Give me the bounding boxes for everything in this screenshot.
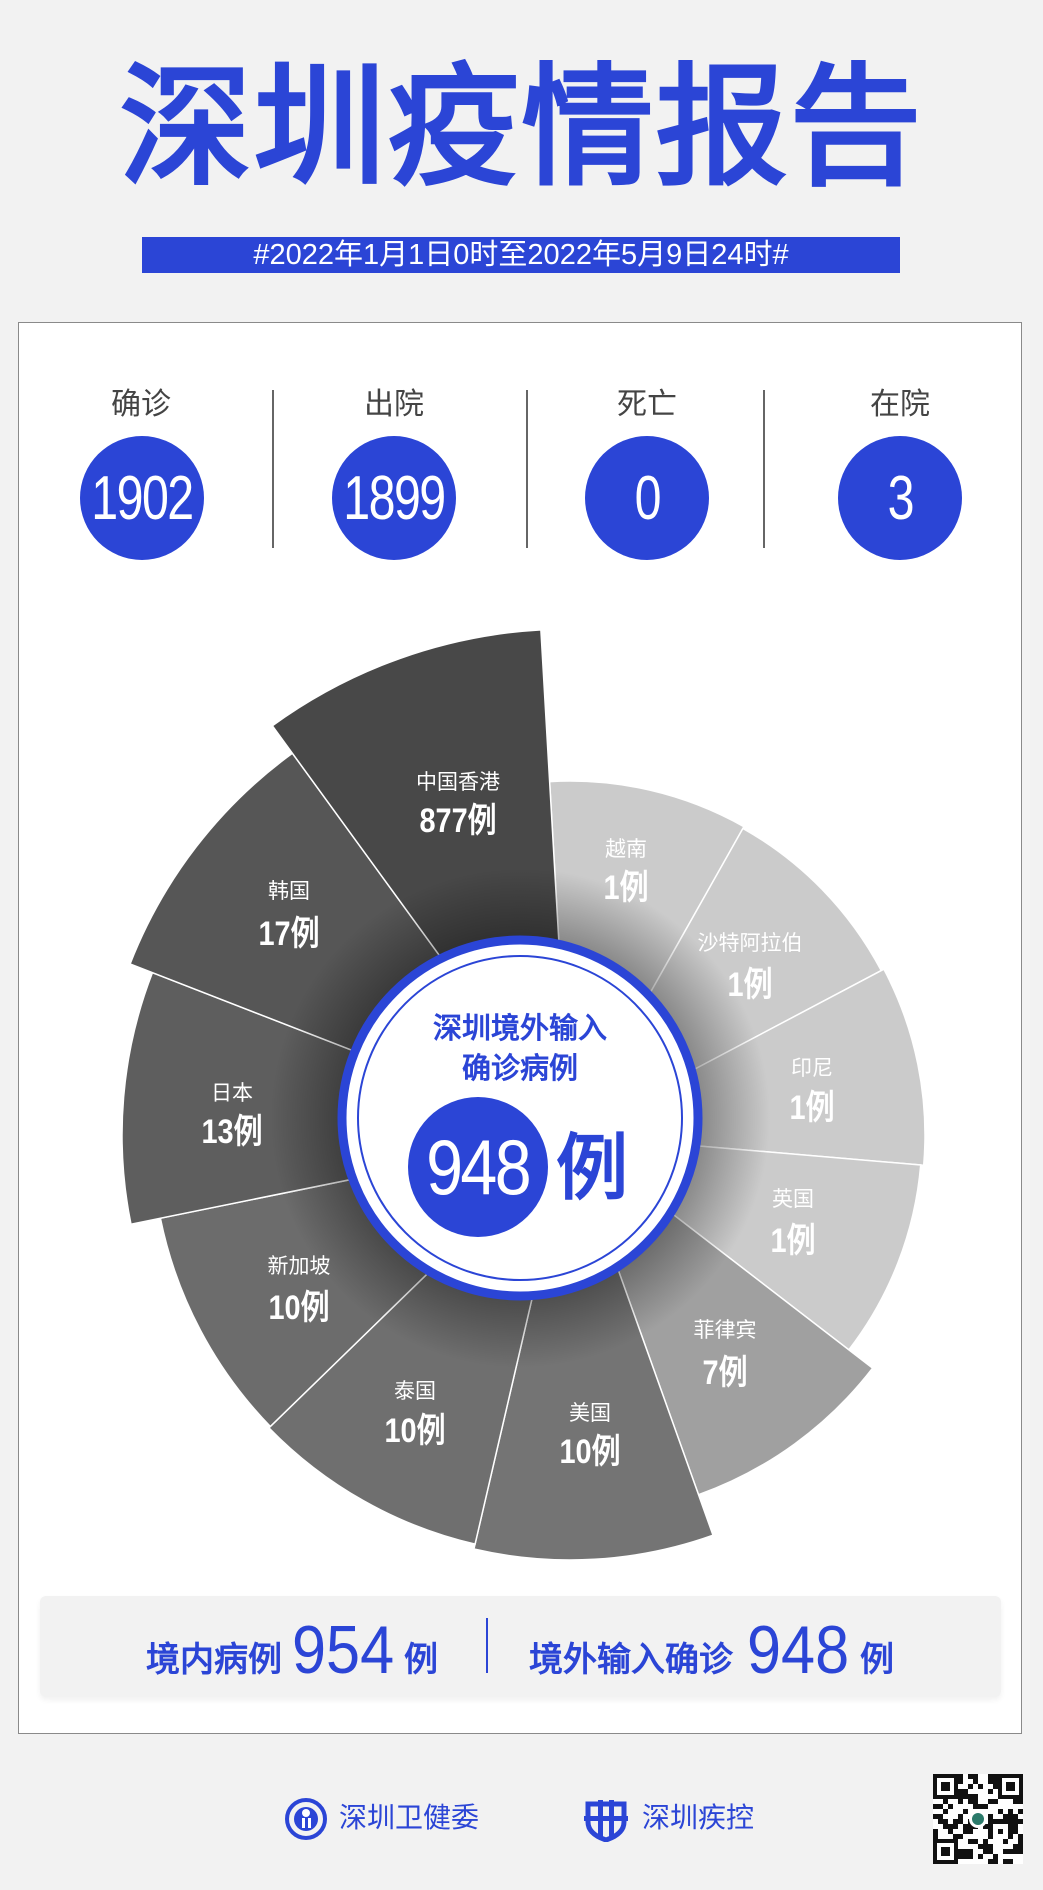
- center-inner-ring: [357, 955, 683, 1281]
- stat-badge-deaths: 0: [585, 436, 709, 560]
- center-unit: 例: [556, 1126, 629, 1210]
- stat-badge-discharged: 1899: [332, 436, 456, 560]
- sector-value-label: 7例: [702, 1354, 748, 1392]
- sector-value-label: 10例: [559, 1433, 621, 1471]
- center-title-line2: 确诊病例: [461, 1051, 579, 1085]
- sector-value-label: 10例: [268, 1289, 330, 1327]
- center-total-badge: 948: [408, 1097, 548, 1237]
- sector-name-label: 越南: [605, 837, 647, 861]
- stat-value: 1899: [343, 463, 446, 533]
- sector-name-label: 英国: [772, 1187, 814, 1211]
- domestic-unit: 例: [404, 1640, 438, 1680]
- sector-value-label: 1例: [727, 966, 773, 1004]
- sector-name-label: 菲律宾: [693, 1318, 757, 1342]
- footer-org1: 深圳卫健委: [339, 1801, 480, 1834]
- domestic-label: 境内病例: [146, 1640, 282, 1680]
- sector-name-label: 印尼: [791, 1056, 833, 1080]
- sector-name-label: 美国: [569, 1401, 611, 1425]
- divider: [272, 390, 274, 548]
- sector-name-label: 日本: [211, 1081, 253, 1105]
- sector-value-label: 13例: [201, 1113, 263, 1151]
- cdc-logo-icon: [584, 1800, 628, 1842]
- imported-value: 948: [747, 1612, 850, 1688]
- stat-value: 1902: [91, 463, 194, 533]
- sector-value-label: 1例: [603, 869, 649, 907]
- divider: [763, 390, 765, 548]
- stat-value: 0: [634, 463, 661, 533]
- date-range-banner: #2022年1月1日0时至2022年5月9日24时#: [142, 237, 900, 273]
- stat-badge-hospitalized: 3: [838, 436, 962, 560]
- sector-name-label: 新加坡: [267, 1254, 331, 1278]
- center-total: 948: [426, 1122, 533, 1211]
- sector-name-label: 沙特阿拉伯: [697, 931, 803, 955]
- footer-org2: 深圳疾控: [642, 1801, 755, 1834]
- sector-value-label: 1例: [770, 1222, 816, 1260]
- sector-value-label: 1例: [789, 1089, 835, 1127]
- sector-value-label: 877例: [419, 802, 497, 840]
- sector-value-label: 17例: [258, 915, 320, 953]
- sector-name-label: 泰国: [394, 1379, 436, 1403]
- center-title-line1: 深圳境外输入: [432, 1011, 608, 1045]
- summary-divider: [486, 1618, 488, 1673]
- health-commission-logo-icon: [285, 1798, 327, 1840]
- sector-name-label: 韩国: [268, 879, 310, 903]
- stat-value: 3: [887, 463, 914, 533]
- stat-label-discharged: 出院: [364, 387, 424, 422]
- page-title: 深圳疫情报告: [119, 51, 924, 205]
- stat-badge-confirmed: 1902: [80, 436, 204, 560]
- stat-label-deaths: 死亡: [617, 387, 677, 422]
- imported-label: 境外输入确诊: [529, 1640, 733, 1680]
- center-title: 深圳境外输入 确诊病例: [433, 1008, 607, 1088]
- sector-name-label: 中国香港: [416, 770, 500, 794]
- stat-label-hospitalized: 在院: [870, 387, 930, 422]
- summary-box: [40, 1596, 1001, 1697]
- imported-unit: 例: [860, 1640, 894, 1680]
- domestic-value: 954: [292, 1612, 395, 1688]
- qr-code-icon[interactable]: [933, 1774, 1023, 1864]
- divider: [526, 390, 528, 548]
- sector-value-label: 10例: [384, 1412, 446, 1450]
- stat-label-confirmed: 确诊: [111, 387, 171, 422]
